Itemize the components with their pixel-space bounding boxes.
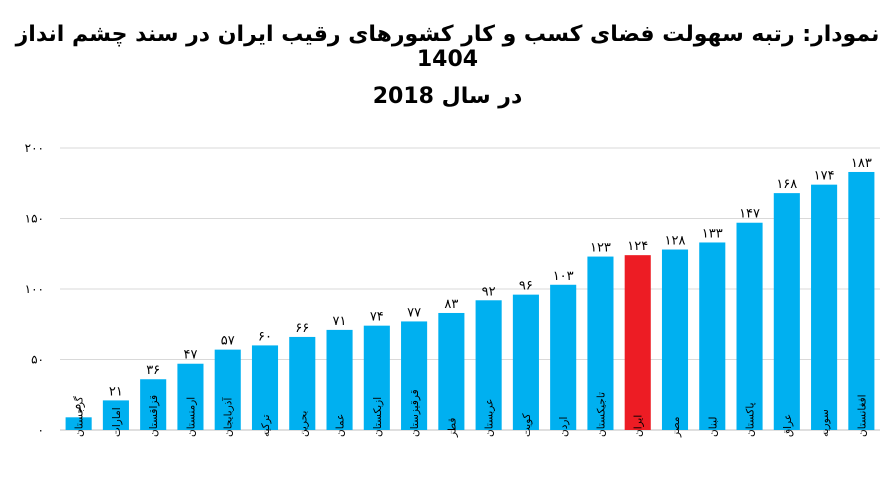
data-label: ۴۷ bbox=[183, 348, 197, 363]
bar bbox=[773, 193, 800, 430]
data-label: ۳۶ bbox=[146, 363, 160, 378]
y-tick-label: ۲۰۰ bbox=[25, 141, 44, 155]
x-tick-label: ایران bbox=[633, 415, 645, 437]
bar bbox=[587, 256, 614, 430]
x-tick-label: ازبکستان bbox=[372, 397, 384, 437]
y-tick-label: ۱۵۰ bbox=[25, 212, 44, 226]
bar bbox=[326, 329, 353, 430]
x-tick-label: ترکیه bbox=[260, 414, 272, 437]
bar bbox=[289, 336, 316, 430]
bar bbox=[624, 255, 651, 430]
x-tick-label: عراق bbox=[782, 414, 794, 437]
bar bbox=[251, 345, 279, 430]
data-label: ۷۱ bbox=[333, 314, 347, 329]
x-tick-label: آذربایجان bbox=[222, 397, 235, 437]
bar bbox=[475, 300, 502, 430]
bar bbox=[438, 312, 465, 430]
data-label: ۱۷۴ bbox=[814, 169, 835, 184]
data-label: ۱۳۳ bbox=[702, 226, 723, 241]
bar bbox=[140, 379, 167, 430]
x-tick-label: قطر bbox=[446, 418, 458, 438]
bar bbox=[811, 184, 838, 430]
x-tick-label: لبنان bbox=[707, 417, 719, 437]
x-tick-label: سوریه bbox=[819, 409, 831, 437]
x-tick-label: افغانستان bbox=[856, 394, 868, 437]
x-tick-label: گرجستان bbox=[73, 396, 86, 437]
x-tick-label: تاجیکستان bbox=[595, 392, 607, 437]
data-label: ۱۲۸ bbox=[665, 234, 686, 249]
x-tick-label: بحرین bbox=[297, 411, 309, 437]
chart-title-line-1: نمودار: رتبه سهولت فضای کسب و کار کشورها… bbox=[15, 22, 880, 72]
data-label: ۱۲۳ bbox=[590, 241, 611, 256]
data-label: ۱۲۴ bbox=[627, 239, 648, 254]
data-label: ۱۸۳ bbox=[851, 156, 872, 171]
bar bbox=[214, 349, 241, 430]
x-tick-label: امارات bbox=[111, 407, 123, 437]
chart-title-line-2: در سال 2018 bbox=[372, 84, 523, 109]
x-tick-label: ارمنستان bbox=[185, 397, 197, 437]
bar bbox=[661, 249, 689, 430]
x-tick-label: قرقیزستان bbox=[409, 389, 421, 437]
data-label: ۱۰۳ bbox=[553, 269, 574, 284]
bar bbox=[550, 284, 577, 430]
x-tick-label: اردن bbox=[558, 417, 570, 437]
bar bbox=[65, 417, 92, 430]
data-label: ۹ bbox=[75, 401, 82, 416]
x-tick-label: قزاقستان bbox=[148, 395, 160, 437]
y-tick-label: ۱۰۰ bbox=[25, 282, 44, 296]
data-label: ۶۰ bbox=[258, 329, 272, 344]
x-tick-label: مصر bbox=[670, 416, 682, 438]
data-label: ۱۴۷ bbox=[739, 207, 760, 222]
data-label: ۱۶۸ bbox=[776, 177, 797, 192]
bar bbox=[736, 222, 763, 430]
x-tick-label: عربستان bbox=[484, 399, 496, 437]
y-tick-label: ۰ bbox=[38, 423, 44, 437]
data-label: ۲۱ bbox=[109, 384, 123, 399]
bar bbox=[363, 325, 390, 430]
bar bbox=[512, 294, 539, 430]
bar bbox=[848, 171, 875, 430]
data-label: ۸۳ bbox=[444, 297, 458, 312]
data-label: ۷۷ bbox=[407, 305, 421, 320]
data-label: ۵۷ bbox=[221, 334, 235, 349]
x-tick-label: عمان bbox=[335, 414, 347, 437]
bar bbox=[177, 363, 204, 430]
x-tick-label: کویت bbox=[521, 413, 533, 437]
bar bbox=[401, 321, 428, 430]
y-tick-label: ۵۰ bbox=[31, 353, 44, 367]
bar bbox=[102, 400, 129, 430]
data-label: ۹۲ bbox=[482, 284, 496, 299]
x-tick-label: پاکستان bbox=[745, 402, 757, 437]
bar bbox=[699, 242, 726, 430]
data-label: ۹۶ bbox=[519, 279, 533, 294]
data-label: ۶۶ bbox=[295, 321, 309, 336]
data-label: ۷۴ bbox=[370, 310, 384, 325]
